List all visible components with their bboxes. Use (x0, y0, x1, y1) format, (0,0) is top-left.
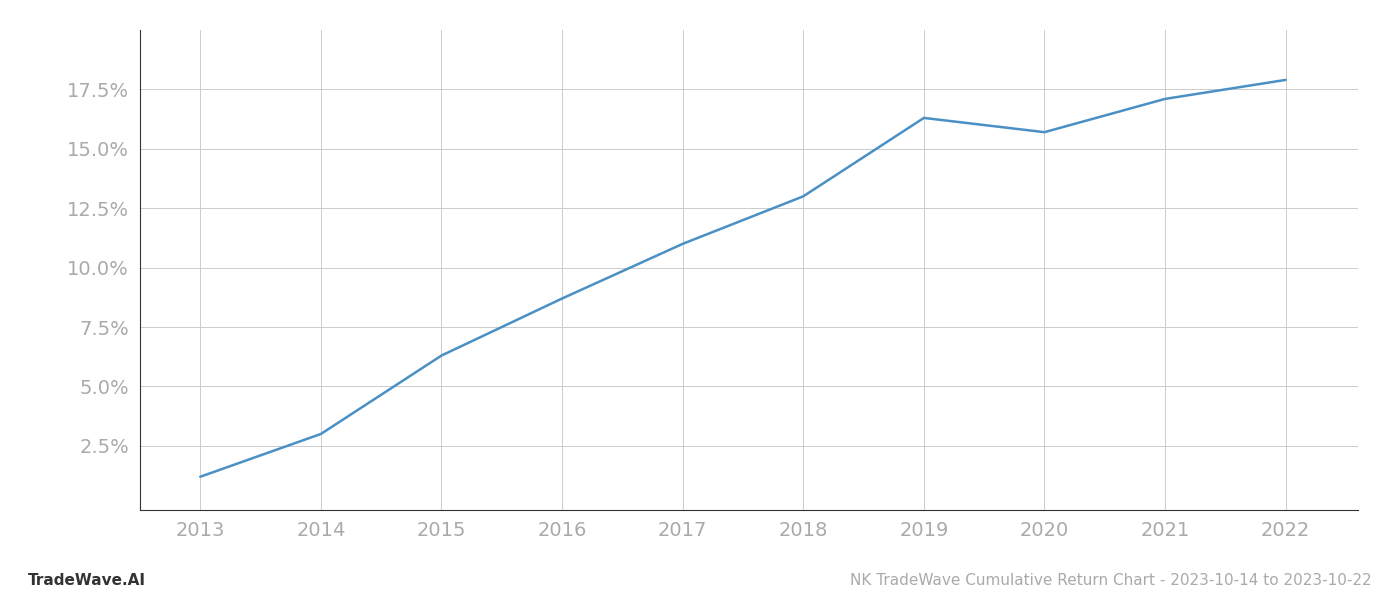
Text: TradeWave.AI: TradeWave.AI (28, 573, 146, 588)
Text: NK TradeWave Cumulative Return Chart - 2023-10-14 to 2023-10-22: NK TradeWave Cumulative Return Chart - 2… (850, 573, 1372, 588)
